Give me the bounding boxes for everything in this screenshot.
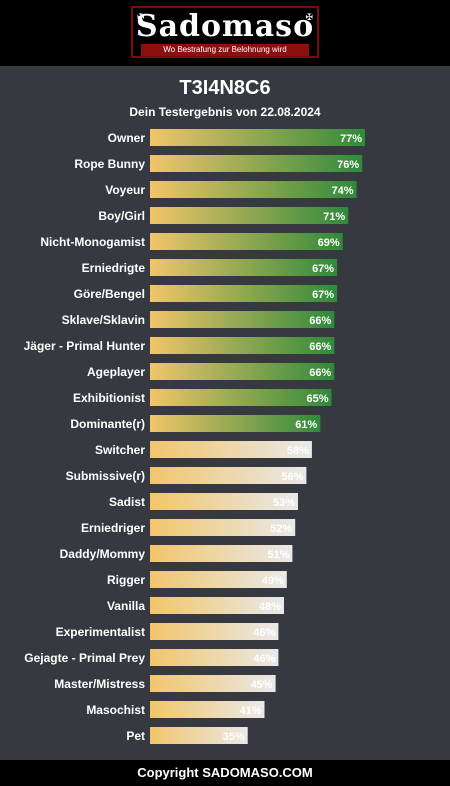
bar [150, 181, 357, 198]
value-label: 77% [340, 133, 362, 145]
value-label: 74% [332, 185, 354, 197]
category-label: Göre/Bengel [74, 287, 145, 301]
value-label: 67% [312, 263, 334, 275]
value-label: 41% [239, 705, 261, 717]
bar [150, 467, 307, 484]
bar [150, 545, 293, 562]
value-label: 71% [323, 211, 345, 223]
value-label: 45% [251, 679, 273, 691]
value-label: 46% [253, 653, 275, 665]
category-label: Boy/Girl [98, 209, 145, 223]
value-label: 52% [270, 523, 292, 535]
category-label: Sadist [109, 495, 145, 509]
bar [150, 259, 338, 276]
value-label: 35% [223, 731, 245, 743]
site-logo[interactable]: ✠ ✠ Sadomaso Wo Bestrafung zur Belohnung… [131, 6, 319, 58]
result-title: T3I4N8C6 [179, 77, 271, 99]
category-label: Owner [108, 131, 146, 145]
logo-ornament-right: ✠ [305, 12, 313, 22]
category-label: Switcher [95, 443, 145, 457]
value-label: 49% [262, 575, 284, 587]
value-label: 66% [309, 367, 331, 379]
bar [150, 519, 296, 536]
bar [150, 415, 321, 432]
footer-copyright: Copyright SADOMASO.COM [0, 760, 450, 786]
value-label: 48% [259, 601, 281, 613]
bar [150, 675, 276, 692]
bar [150, 363, 335, 380]
bar [150, 493, 298, 510]
category-label: Jäger - Primal Hunter [24, 339, 146, 353]
category-label: Ageplayer [87, 365, 145, 379]
logo-ornament-left: ✠ [137, 12, 145, 22]
value-label: 58% [287, 445, 309, 457]
value-label: 66% [309, 341, 331, 353]
category-label: Daddy/Mommy [60, 547, 146, 561]
value-label: 53% [273, 497, 295, 509]
category-label: Dominante(r) [70, 417, 145, 431]
result-subtitle: Dein Testergebnis von 22.08.2024 [129, 105, 321, 119]
bar [150, 389, 332, 406]
value-label: 56% [281, 471, 303, 483]
category-label: Nicht-Monogamist [40, 235, 145, 249]
category-label: Master/Mistress [54, 677, 145, 691]
bar [150, 155, 363, 172]
bar [150, 207, 349, 224]
bar [150, 311, 335, 328]
category-label: Rigger [107, 573, 145, 587]
bar [150, 571, 287, 588]
category-label: Pet [126, 729, 145, 743]
category-label: Submissive(r) [66, 469, 145, 483]
category-label: Experimentalist [56, 625, 145, 639]
category-label: Masochist [86, 703, 145, 717]
logo-tagline: Wo Bestrafung zur Belohnung wird [141, 44, 309, 56]
bar [150, 441, 312, 458]
category-label: Voyeur [105, 183, 145, 197]
bar [150, 129, 365, 146]
category-label: Rope Bunny [74, 157, 145, 171]
bar [150, 597, 284, 614]
category-label: Erniedrigte [82, 261, 146, 275]
category-label: Vanilla [107, 599, 145, 613]
value-label: 65% [306, 393, 328, 405]
bar [150, 233, 343, 250]
bar [150, 623, 279, 640]
logo-name: Sadomaso [135, 9, 315, 44]
category-label: Sklave/Sklavin [62, 313, 145, 327]
result-bar-chart: Owner 77% Rope Bunny 76% Voyeur 74% Boy/Girl 71… [24, 129, 365, 744]
category-label: Exhibitionist [73, 391, 145, 405]
value-label: 61% [295, 419, 317, 431]
bar [150, 285, 338, 302]
bar [150, 337, 335, 354]
category-label: Gejagte - Primal Prey [24, 651, 145, 665]
value-label: 51% [267, 549, 289, 561]
value-label: 76% [337, 159, 359, 171]
bar [150, 701, 265, 718]
value-label: 46% [253, 627, 275, 639]
site-header: ✠ ✠ Sadomaso Wo Bestrafung zur Belohnung… [0, 0, 450, 66]
value-label: 67% [312, 289, 334, 301]
value-label: 69% [318, 237, 340, 249]
value-label: 66% [309, 315, 331, 327]
bar [150, 727, 248, 744]
bar [150, 649, 279, 666]
category-label: Erniedriger [81, 521, 145, 535]
